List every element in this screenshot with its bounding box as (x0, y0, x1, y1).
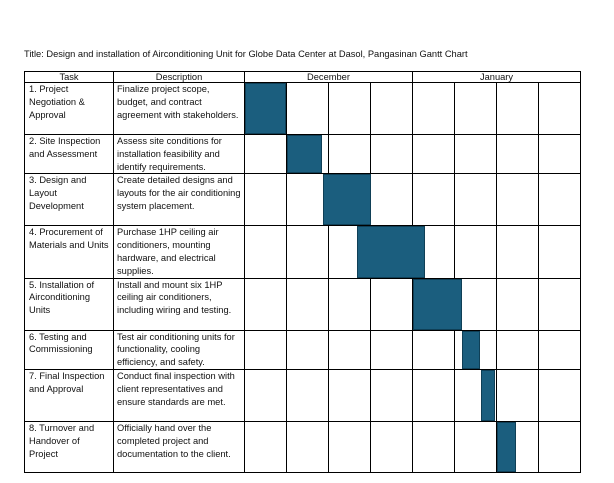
week-cell (496, 133, 539, 175)
week-cell (412, 225, 455, 279)
description-cell: Officially hand over the completed proje… (113, 420, 245, 473)
task-cell: 3. Design and Layout Development (24, 173, 114, 227)
task-cell: 7. Final Inspection and Approval (24, 368, 114, 422)
week-cell (538, 329, 581, 370)
week-cell (286, 225, 329, 279)
week-cell (454, 133, 497, 175)
week-cell (370, 329, 413, 370)
gantt-bar (481, 369, 495, 421)
table-row: 2. Site Inspection and Assessment Assess… (24, 133, 581, 175)
week-cell (286, 420, 329, 473)
table-row: 1. Project Negotiation & Approval Finali… (24, 82, 581, 135)
header-row: Task Description December January (24, 71, 581, 83)
week-cell (328, 277, 371, 331)
week-cell (328, 173, 371, 227)
week-cell (412, 133, 455, 175)
week-cell (370, 277, 413, 331)
week-cell (454, 329, 497, 370)
week-cell (370, 82, 413, 135)
task-cell: 5. Installation of Airconditioning Units (24, 277, 114, 331)
week-cell (286, 329, 329, 370)
week-cell (454, 277, 497, 331)
table-row: 3. Design and Layout Development Create … (24, 173, 581, 227)
week-cell (496, 368, 539, 422)
week-cell (328, 133, 371, 175)
week-cell (286, 368, 329, 422)
week-cell (538, 420, 581, 473)
week-cell (496, 225, 539, 279)
week-cell (412, 277, 462, 331)
task-cell: 8. Turnover and Handover of Project (24, 420, 114, 473)
description-cell: Test air conditioning units for function… (113, 329, 245, 370)
week-cell (496, 329, 539, 370)
week-cell (370, 368, 413, 422)
week-cell (244, 225, 287, 279)
week-cell (244, 82, 287, 135)
gantt-bar (245, 83, 286, 134)
week-cell (370, 173, 413, 227)
week-cell (538, 368, 581, 422)
week-cell (496, 173, 539, 227)
week-cell (412, 329, 455, 370)
january-header: January (412, 71, 581, 83)
table-row: 6. Testing and Commissioning Test air co… (24, 329, 581, 370)
week-cell (538, 225, 581, 279)
week-cell (370, 133, 413, 175)
week-cell (328, 329, 371, 370)
gantt-bar (462, 330, 480, 369)
week-cell (370, 420, 413, 473)
description-cell: Create detailed designs and layouts for … (113, 173, 245, 227)
week-cell (244, 368, 287, 422)
week-cell (286, 82, 329, 135)
task-cell: 6. Testing and Commissioning (24, 329, 114, 370)
week-cell (328, 368, 371, 422)
description-cell: Conduct final inspection with client rep… (113, 368, 245, 422)
chart-title: Title: Design and installation of Aircon… (24, 49, 468, 59)
task-header: Task (24, 71, 114, 83)
week-cell (412, 82, 455, 135)
description-cell: Purchase 1HP ceiling air conditioners, m… (113, 225, 245, 279)
week-cell (496, 277, 539, 331)
week-cell (538, 173, 581, 227)
table-row: 5. Installation of Airconditioning Units… (24, 277, 581, 331)
week-cell (538, 133, 581, 175)
week-cell (244, 277, 287, 331)
week-cell (328, 420, 371, 473)
week-cell (454, 368, 497, 422)
gantt-table: Task Description December January 1. Pro… (24, 71, 581, 473)
description-cell: Finalize project scope, budget, and cont… (113, 82, 245, 135)
week-cell (357, 225, 425, 279)
week-cell (244, 329, 287, 370)
week-cell (496, 420, 539, 473)
week-cell (328, 82, 371, 135)
week-cell (538, 82, 581, 135)
week-cell (496, 82, 539, 135)
gantt-bar (497, 421, 516, 472)
december-header: December (244, 71, 413, 83)
week-cell (454, 420, 497, 473)
description-header: Description (113, 71, 245, 83)
week-cell (454, 82, 497, 135)
description-cell: Assess site conditions for installation … (113, 133, 245, 175)
week-cell (286, 277, 329, 331)
task-cell: 4. Procurement of Materials and Units (24, 225, 114, 279)
gantt-bar (287, 135, 322, 174)
week-cell (454, 173, 497, 227)
week-cell (412, 420, 455, 473)
week-cell (412, 173, 455, 227)
task-cell: 2. Site Inspection and Assessment (24, 133, 114, 175)
description-cell: Install and mount six 1HP ceiling air co… (113, 277, 245, 331)
table-row: 8. Turnover and Handover of Project Offi… (24, 420, 581, 473)
week-cell (538, 277, 581, 331)
table-row: 7. Final Inspection and Approval Conduct… (24, 368, 581, 422)
week-cell (244, 133, 287, 175)
week-cell (412, 368, 455, 422)
week-cell (244, 173, 287, 227)
task-cell: 1. Project Negotiation & Approval (24, 82, 114, 135)
week-cell (286, 133, 329, 175)
week-cell (454, 225, 497, 279)
week-cell (286, 173, 371, 227)
week-cell (244, 420, 287, 473)
table-row: 4. Procurement of Materials and Units Pu… (24, 225, 581, 279)
